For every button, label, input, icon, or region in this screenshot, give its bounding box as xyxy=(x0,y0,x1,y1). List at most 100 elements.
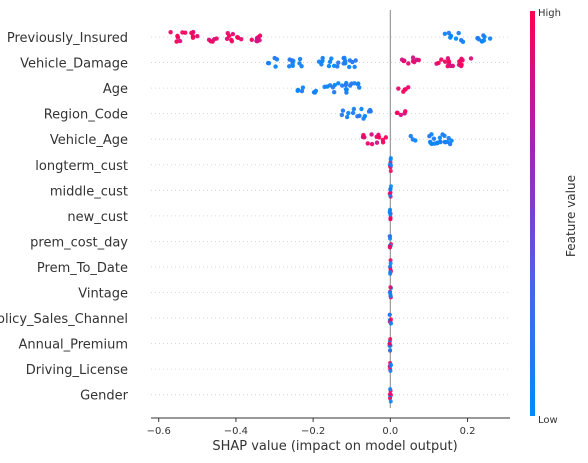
shap-point xyxy=(177,38,183,44)
shap-point xyxy=(346,110,351,116)
shap-point xyxy=(388,387,393,392)
shap-point xyxy=(457,59,462,64)
shap-point xyxy=(410,58,416,64)
shap-point xyxy=(340,108,346,113)
shap-point xyxy=(431,136,437,141)
shap-point xyxy=(347,64,352,70)
shap-point xyxy=(344,114,350,120)
shap-point xyxy=(388,264,393,269)
shap-point xyxy=(369,141,375,147)
shap-point xyxy=(299,63,304,69)
feature-label: Previously_Insured xyxy=(7,31,128,46)
shap-point xyxy=(395,110,400,116)
shap-point xyxy=(230,31,236,37)
feature-label: Policy_Sales_Channel xyxy=(0,312,128,327)
shap-point xyxy=(388,285,393,290)
feature-label: middle_cust xyxy=(50,184,128,199)
shap-point xyxy=(388,258,393,263)
shap-point xyxy=(355,82,361,87)
shap-point xyxy=(388,337,393,342)
shap-point xyxy=(446,135,451,141)
shap-point xyxy=(388,236,393,241)
feature-label: longterm_cust xyxy=(35,159,128,174)
shap-point xyxy=(388,212,393,217)
shap-point xyxy=(266,61,272,66)
shap-point xyxy=(388,396,393,401)
shap-point xyxy=(327,59,333,65)
shap-point xyxy=(195,34,200,39)
shap-point xyxy=(388,207,393,212)
shap-point xyxy=(211,37,217,42)
x-axis: −0.6 −0.4 −0.2 0.0 0.2 xyxy=(147,417,510,437)
shap-point xyxy=(387,312,392,317)
shap-point xyxy=(413,138,418,143)
shap-point xyxy=(368,109,373,114)
shap-point xyxy=(374,140,380,145)
shap-point xyxy=(350,110,356,116)
shap-point xyxy=(387,244,392,249)
shap-point xyxy=(183,30,188,35)
shap-point xyxy=(344,90,349,95)
shap-point xyxy=(388,363,393,368)
feature-label: Vehicle_Damage xyxy=(20,57,128,72)
shap-point xyxy=(226,33,232,39)
shap-point xyxy=(191,29,196,35)
shap-point xyxy=(290,63,296,69)
shap-point xyxy=(388,261,393,266)
shap-point xyxy=(175,33,180,39)
shap-point xyxy=(383,135,389,140)
shap-point xyxy=(402,87,407,92)
shap-point xyxy=(239,37,244,42)
shap-point xyxy=(339,83,345,88)
feature-label: Region_Code xyxy=(44,108,128,123)
x-tick-label: −0.6 xyxy=(147,426,171,437)
x-tick-label: 0.0 xyxy=(382,426,398,437)
shap-point xyxy=(456,30,461,36)
shap-point xyxy=(343,82,348,88)
shap-point xyxy=(229,37,234,43)
shap-point xyxy=(453,36,459,41)
shap-point xyxy=(481,38,487,43)
shap-point xyxy=(460,39,466,45)
shap-point xyxy=(326,63,332,69)
shap-point xyxy=(343,87,349,92)
shap-point xyxy=(325,84,330,89)
shap-point xyxy=(442,59,448,64)
shap-point xyxy=(297,56,303,62)
x-tick-label: −0.2 xyxy=(301,426,325,437)
shap-point xyxy=(351,106,357,112)
shap-point xyxy=(398,112,404,118)
feature-label: Gender xyxy=(80,389,129,404)
shap-point xyxy=(362,135,367,140)
shap-point xyxy=(235,35,240,40)
shap-point xyxy=(347,83,353,88)
shap-point xyxy=(446,30,452,36)
shap-point xyxy=(403,109,408,114)
shap-point xyxy=(369,132,374,137)
shap-point xyxy=(388,399,393,404)
shap-point xyxy=(388,348,393,353)
shap-point xyxy=(254,38,259,44)
shap-point xyxy=(487,36,493,41)
shap-point xyxy=(339,112,345,118)
colorbar-low-label: Low xyxy=(538,415,558,426)
shap-point xyxy=(336,81,341,86)
shap-point xyxy=(442,139,448,145)
shap-point xyxy=(319,62,324,67)
shap-point xyxy=(468,56,474,61)
colorbar-high-label: High xyxy=(538,8,561,19)
shap-point xyxy=(168,29,173,35)
shap-point xyxy=(320,58,325,64)
colorbar-title: Feature value xyxy=(564,175,578,257)
shap-point xyxy=(428,140,433,146)
shap-point xyxy=(482,34,487,40)
shap-point xyxy=(414,57,419,62)
shap-point xyxy=(475,35,480,41)
shap-point xyxy=(448,63,453,69)
shap-point xyxy=(352,81,357,86)
shap-point xyxy=(287,64,292,69)
shap-point xyxy=(429,132,434,137)
shap-point xyxy=(365,141,370,146)
shap-point xyxy=(436,60,441,66)
